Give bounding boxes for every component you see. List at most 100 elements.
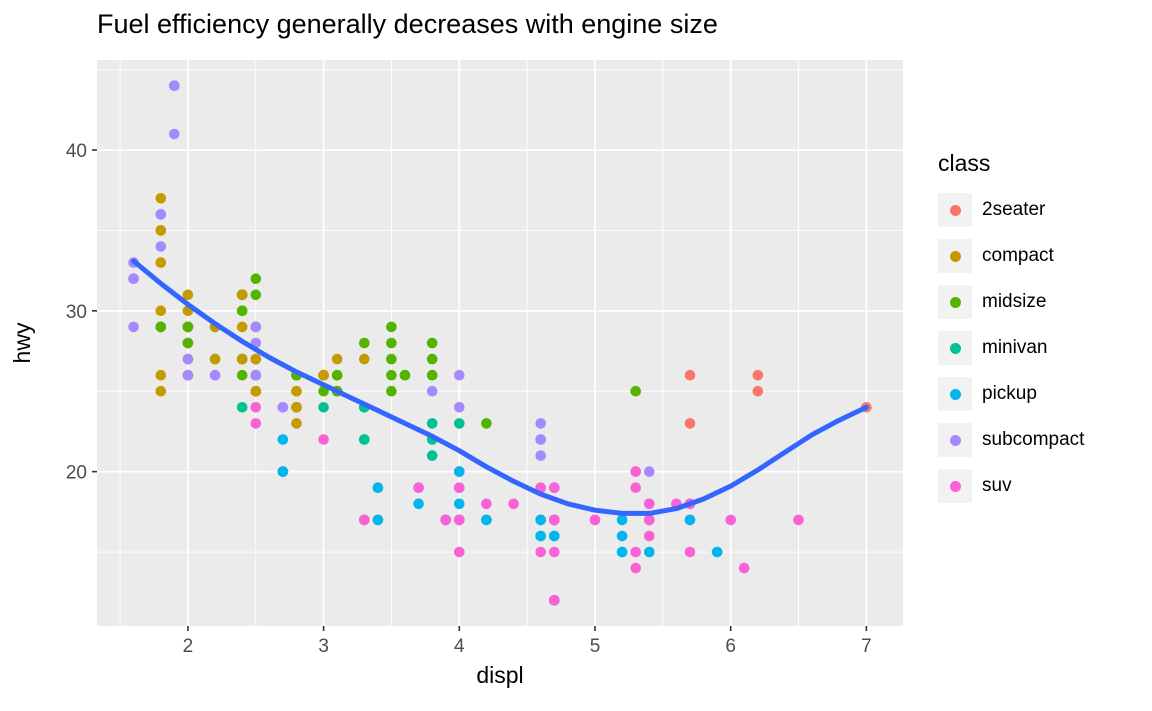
data-point-suv [630,546,641,558]
data-point-subcompact [277,402,289,413]
x-tick-label: 5 [590,636,601,657]
data-point-midsize [182,337,194,349]
data-point-compact [155,369,167,381]
data-point-suv [630,562,641,574]
data-point-subcompact [155,209,167,220]
data-point-suv [549,546,560,558]
data-point-compact [155,193,167,204]
data-point-suv [535,546,546,558]
legend-key [938,285,972,319]
data-point-pickup [549,530,560,542]
data-point-compact [291,385,302,397]
data-point-minivan [426,450,438,461]
data-point-subcompact [454,402,465,413]
data-point-2seater [684,418,696,429]
data-point-subcompact [128,273,139,285]
data-point-suv [454,514,465,526]
y-tick-label: 30 [66,302,87,323]
data-point-suv [250,402,262,413]
data-point-suv [630,466,641,477]
data-point-suv [630,482,641,494]
data-point-subcompact [182,369,194,381]
legend-key [938,239,972,273]
legend: class 2seater compact midsize minivan pickup… [938,150,1084,515]
x-tick-label: 6 [725,636,736,657]
data-point-midsize [481,418,492,429]
data-point-subcompact [454,369,465,381]
x-axis-title: displ [476,662,524,688]
data-point-pickup [711,546,723,558]
legend-label: suv [982,475,1012,496]
legend-swatch-subcompact [949,434,961,446]
data-point-compact [155,225,167,236]
legend-title: class [938,150,991,176]
data-point-pickup [454,466,465,477]
data-point-subcompact [169,80,180,91]
data-point-compact [291,402,302,413]
data-point-subcompact [644,466,655,477]
data-point-compact [236,321,248,333]
data-point-pickup [644,546,655,558]
x-tick-label: 2 [183,636,194,657]
data-point-suv [738,562,750,574]
legend-key [938,469,972,503]
data-point-suv [413,482,424,494]
data-point-suv [793,514,804,526]
data-point-subcompact [535,450,546,461]
data-point-suv [589,514,601,526]
data-point-pickup [616,514,628,526]
data-point-pickup [277,466,289,477]
data-point-pickup [372,482,384,494]
data-point-compact [250,353,262,365]
data-point-midsize [359,337,370,349]
data-point-midsize [399,369,411,381]
x-tick-label: 3 [318,636,329,657]
data-point-pickup [372,514,384,526]
legend-label: midsize [982,291,1047,312]
data-point-compact [291,418,302,429]
data-point-midsize [426,353,438,365]
legend-items: 2seater compact midsize minivan pickup subcom… [938,193,1084,503]
data-point-minivan [359,434,370,445]
chart-title: Fuel efficiency generally decreases with… [97,9,718,39]
data-point-pickup [481,514,492,526]
data-point-suv [359,514,370,526]
legend-item-compact: compact [938,239,1084,273]
data-point-compact [359,353,370,365]
data-point-compact [155,257,167,268]
data-point-pickup [535,514,546,526]
data-point-minivan [318,402,329,413]
y-axis-title: hwy [9,322,35,364]
data-point-midsize [386,385,397,397]
data-point-compact [209,353,221,365]
legend-label: subcompact [982,429,1085,450]
data-point-midsize [426,337,438,349]
data-point-subcompact [155,241,167,252]
data-point-pickup [277,434,289,445]
x-tick-label: 7 [861,636,872,657]
legend-swatch-minivan [949,342,961,354]
data-point-compact [155,305,167,317]
data-point-suv [454,482,465,494]
data-point-suv [508,498,519,510]
data-point-suv [549,514,560,526]
legend-swatch-suv [949,480,961,492]
legend-key [938,193,972,227]
data-point-subcompact [182,353,194,365]
data-point-midsize [250,289,262,301]
data-point-suv [318,434,329,445]
data-point-midsize [386,353,397,365]
data-point-midsize [386,369,397,381]
data-point-pickup [616,546,628,558]
legend-item-minivan: minivan [938,331,1084,365]
data-point-compact [182,289,194,301]
data-point-2seater [684,369,696,381]
data-point-subcompact [128,321,139,333]
data-point-suv [549,595,560,606]
legend-item-midsize: midsize [938,285,1084,319]
data-point-suv [644,530,655,542]
smooth-line [131,258,869,516]
legend-item-pickup: pickup [938,377,1084,411]
data-point-2seater [752,385,764,397]
